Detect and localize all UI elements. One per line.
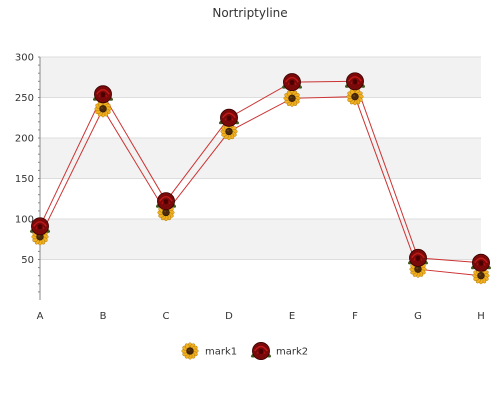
y-tick-label: 150 xyxy=(15,174,34,185)
legend: mark1 mark2 xyxy=(181,342,308,360)
rose-icon xyxy=(29,217,51,236)
x-tick-label: B xyxy=(100,311,107,322)
rose-icon xyxy=(155,192,177,211)
sunflower-icon xyxy=(346,88,364,106)
y-tick-label: 100 xyxy=(15,215,34,226)
data-point-mark2 xyxy=(470,253,492,272)
x-tick-label: H xyxy=(477,311,485,322)
data-point-mark2 xyxy=(218,108,240,127)
gridlines xyxy=(40,56,481,260)
x-tick-label: E xyxy=(289,311,295,322)
series-markers xyxy=(29,72,492,285)
x-tick-label: G xyxy=(414,311,422,322)
rose-icon xyxy=(281,73,303,92)
x-tick-label: D xyxy=(225,311,233,322)
data-point-mark2 xyxy=(29,217,51,236)
rose-icon xyxy=(344,72,366,91)
y-tick-label: 300 xyxy=(15,53,34,64)
data-point-mark1 xyxy=(346,88,364,106)
background-band xyxy=(40,138,481,179)
y-tick-label: 200 xyxy=(15,134,34,145)
x-tick-label: A xyxy=(37,311,44,322)
data-point-mark2 xyxy=(407,248,429,267)
rose-icon xyxy=(218,108,240,127)
y-tick-label: 50 xyxy=(21,255,34,266)
legend-item-mark1: mark1 xyxy=(181,342,237,360)
sunflower-icon xyxy=(181,342,199,360)
series-lines xyxy=(39,80,482,277)
data-point-mark2 xyxy=(344,72,366,91)
x-tick-label: F xyxy=(352,311,358,322)
axes xyxy=(38,56,41,300)
y-tick-label: 250 xyxy=(15,93,34,104)
series-line-mark1 xyxy=(39,96,482,277)
data-point-mark2 xyxy=(92,85,114,104)
sunflower-icon xyxy=(283,89,301,107)
data-point-mark2 xyxy=(155,192,177,211)
legend-label: mark2 xyxy=(276,347,308,358)
rose-icon xyxy=(470,253,492,272)
chart-title: Nortriptyline xyxy=(212,6,287,20)
data-point-mark2 xyxy=(281,73,303,92)
rose-icon xyxy=(250,342,272,360)
series-line-mark2 xyxy=(39,80,482,264)
x-tick-label: C xyxy=(163,311,170,322)
background-band xyxy=(40,57,481,98)
legend-label: mark1 xyxy=(205,347,237,358)
data-point-mark1 xyxy=(283,89,301,107)
rose-icon xyxy=(92,85,114,104)
legend-item-mark2: mark2 xyxy=(250,342,308,360)
y-axis-tick-labels: 50 100 150 200 250 300 xyxy=(15,53,34,267)
rose-icon xyxy=(407,248,429,267)
x-axis-tick-labels: A B C D E F G H xyxy=(37,311,485,322)
